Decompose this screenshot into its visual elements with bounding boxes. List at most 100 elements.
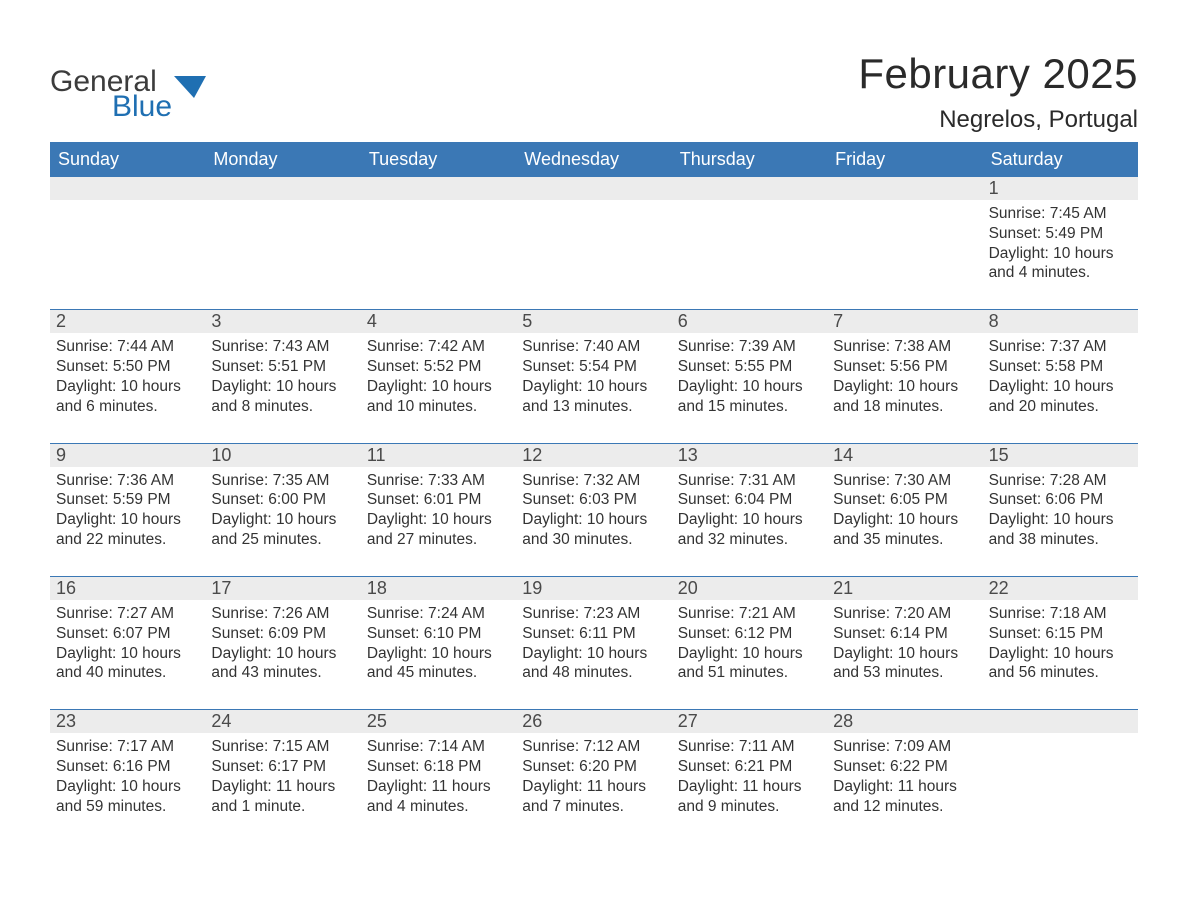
sunset-text: Sunset: 6:04 PM xyxy=(678,490,821,510)
daylight-text-1: Daylight: 10 hours xyxy=(56,377,199,397)
day-cell xyxy=(983,733,1138,820)
daylight-text-1: Daylight: 10 hours xyxy=(678,510,821,530)
day-of-week-header: Sunday Monday Tuesday Wednesday Thursday… xyxy=(50,142,1138,177)
day-cell: Sunrise: 7:28 AMSunset: 6:06 PMDaylight:… xyxy=(983,467,1138,554)
sunset-text: Sunset: 6:20 PM xyxy=(522,757,665,777)
day-cell xyxy=(50,200,205,287)
sunset-text: Sunset: 5:49 PM xyxy=(989,224,1132,244)
day-number-row: 16171819202122 xyxy=(50,577,1138,600)
daylight-text-2: and 32 minutes. xyxy=(678,530,821,550)
day-cell: Sunrise: 7:15 AMSunset: 6:17 PMDaylight:… xyxy=(205,733,360,820)
daylight-text-1: Daylight: 10 hours xyxy=(833,644,976,664)
day-number xyxy=(983,710,1138,733)
day-cell xyxy=(516,200,671,287)
calendar: Sunday Monday Tuesday Wednesday Thursday… xyxy=(50,142,1138,821)
daylight-text-1: Daylight: 11 hours xyxy=(522,777,665,797)
sunset-text: Sunset: 5:58 PM xyxy=(989,357,1132,377)
sunset-text: Sunset: 6:05 PM xyxy=(833,490,976,510)
daylight-text-1: Daylight: 10 hours xyxy=(833,377,976,397)
sunrise-text: Sunrise: 7:21 AM xyxy=(678,604,821,624)
title-block: February 2025 Negrelos, Portugal xyxy=(858,50,1138,134)
sunrise-text: Sunrise: 7:44 AM xyxy=(56,337,199,357)
day-number: 20 xyxy=(672,577,827,600)
sunset-text: Sunset: 6:14 PM xyxy=(833,624,976,644)
sunset-text: Sunset: 6:11 PM xyxy=(522,624,665,644)
day-cell: Sunrise: 7:43 AMSunset: 5:51 PMDaylight:… xyxy=(205,333,360,420)
day-number: 11 xyxy=(361,444,516,467)
month-title: February 2025 xyxy=(858,50,1138,98)
sunrise-text: Sunrise: 7:09 AM xyxy=(833,737,976,757)
daylight-text-1: Daylight: 10 hours xyxy=(56,777,199,797)
day-number: 10 xyxy=(205,444,360,467)
daylight-text-1: Daylight: 10 hours xyxy=(56,510,199,530)
day-cell: Sunrise: 7:33 AMSunset: 6:01 PMDaylight:… xyxy=(361,467,516,554)
day-cell: Sunrise: 7:20 AMSunset: 6:14 PMDaylight:… xyxy=(827,600,982,687)
brand-logo: General Blue xyxy=(50,68,206,121)
day-cell: Sunrise: 7:30 AMSunset: 6:05 PMDaylight:… xyxy=(827,467,982,554)
daylight-text-2: and 38 minutes. xyxy=(989,530,1132,550)
day-cell: Sunrise: 7:44 AMSunset: 5:50 PMDaylight:… xyxy=(50,333,205,420)
day-cell: Sunrise: 7:21 AMSunset: 6:12 PMDaylight:… xyxy=(672,600,827,687)
daylight-text-2: and 30 minutes. xyxy=(522,530,665,550)
day-cell xyxy=(672,200,827,287)
sunset-text: Sunset: 6:01 PM xyxy=(367,490,510,510)
location: Negrelos, Portugal xyxy=(858,106,1138,134)
day-number: 17 xyxy=(205,577,360,600)
sunset-text: Sunset: 5:56 PM xyxy=(833,357,976,377)
day-number: 4 xyxy=(361,310,516,333)
day-number: 16 xyxy=(50,577,205,600)
dow-tuesday: Tuesday xyxy=(361,142,516,177)
day-number: 3 xyxy=(205,310,360,333)
day-number: 8 xyxy=(983,310,1138,333)
sunrise-text: Sunrise: 7:12 AM xyxy=(522,737,665,757)
sunset-text: Sunset: 6:10 PM xyxy=(367,624,510,644)
daylight-text-1: Daylight: 10 hours xyxy=(989,510,1132,530)
day-number: 19 xyxy=(516,577,671,600)
sunrise-text: Sunrise: 7:24 AM xyxy=(367,604,510,624)
brand-text: General Blue xyxy=(50,68,172,121)
daylight-text-2: and 20 minutes. xyxy=(989,397,1132,417)
daylight-text-1: Daylight: 11 hours xyxy=(211,777,354,797)
daylight-text-2: and 40 minutes. xyxy=(56,663,199,683)
day-number: 27 xyxy=(672,710,827,733)
day-number xyxy=(516,177,671,200)
day-number: 26 xyxy=(516,710,671,733)
day-number: 12 xyxy=(516,444,671,467)
daylight-text-1: Daylight: 10 hours xyxy=(211,510,354,530)
daylight-text-2: and 4 minutes. xyxy=(367,797,510,817)
week-row: 2345678Sunrise: 7:44 AMSunset: 5:50 PMDa… xyxy=(50,309,1138,420)
sunrise-text: Sunrise: 7:33 AM xyxy=(367,471,510,491)
day-number xyxy=(205,177,360,200)
daylight-text-1: Daylight: 11 hours xyxy=(833,777,976,797)
sunset-text: Sunset: 6:07 PM xyxy=(56,624,199,644)
daylight-text-2: and 48 minutes. xyxy=(522,663,665,683)
day-number xyxy=(827,177,982,200)
daylight-text-2: and 7 minutes. xyxy=(522,797,665,817)
daylight-text-1: Daylight: 10 hours xyxy=(522,644,665,664)
sunrise-text: Sunrise: 7:20 AM xyxy=(833,604,976,624)
week-row: 1Sunrise: 7:45 AMSunset: 5:49 PMDaylight… xyxy=(50,177,1138,287)
daylight-text-1: Daylight: 10 hours xyxy=(211,644,354,664)
dow-thursday: Thursday xyxy=(672,142,827,177)
flag-icon xyxy=(174,76,206,98)
day-cell xyxy=(205,200,360,287)
daylight-text-2: and 43 minutes. xyxy=(211,663,354,683)
day-number-row: 232425262728 xyxy=(50,710,1138,733)
sunset-text: Sunset: 6:06 PM xyxy=(989,490,1132,510)
daylight-text-2: and 51 minutes. xyxy=(678,663,821,683)
daylight-text-1: Daylight: 11 hours xyxy=(678,777,821,797)
sunrise-text: Sunrise: 7:18 AM xyxy=(989,604,1132,624)
sunset-text: Sunset: 5:59 PM xyxy=(56,490,199,510)
daylight-text-2: and 8 minutes. xyxy=(211,397,354,417)
day-number xyxy=(361,177,516,200)
sunrise-text: Sunrise: 7:39 AM xyxy=(678,337,821,357)
day-number: 22 xyxy=(983,577,1138,600)
daylight-text-1: Daylight: 10 hours xyxy=(522,377,665,397)
daylight-text-2: and 59 minutes. xyxy=(56,797,199,817)
daylight-text-2: and 12 minutes. xyxy=(833,797,976,817)
daylight-text-1: Daylight: 10 hours xyxy=(367,377,510,397)
sunrise-text: Sunrise: 7:28 AM xyxy=(989,471,1132,491)
day-number-row: 2345678 xyxy=(50,310,1138,333)
sunset-text: Sunset: 6:16 PM xyxy=(56,757,199,777)
sunrise-text: Sunrise: 7:45 AM xyxy=(989,204,1132,224)
